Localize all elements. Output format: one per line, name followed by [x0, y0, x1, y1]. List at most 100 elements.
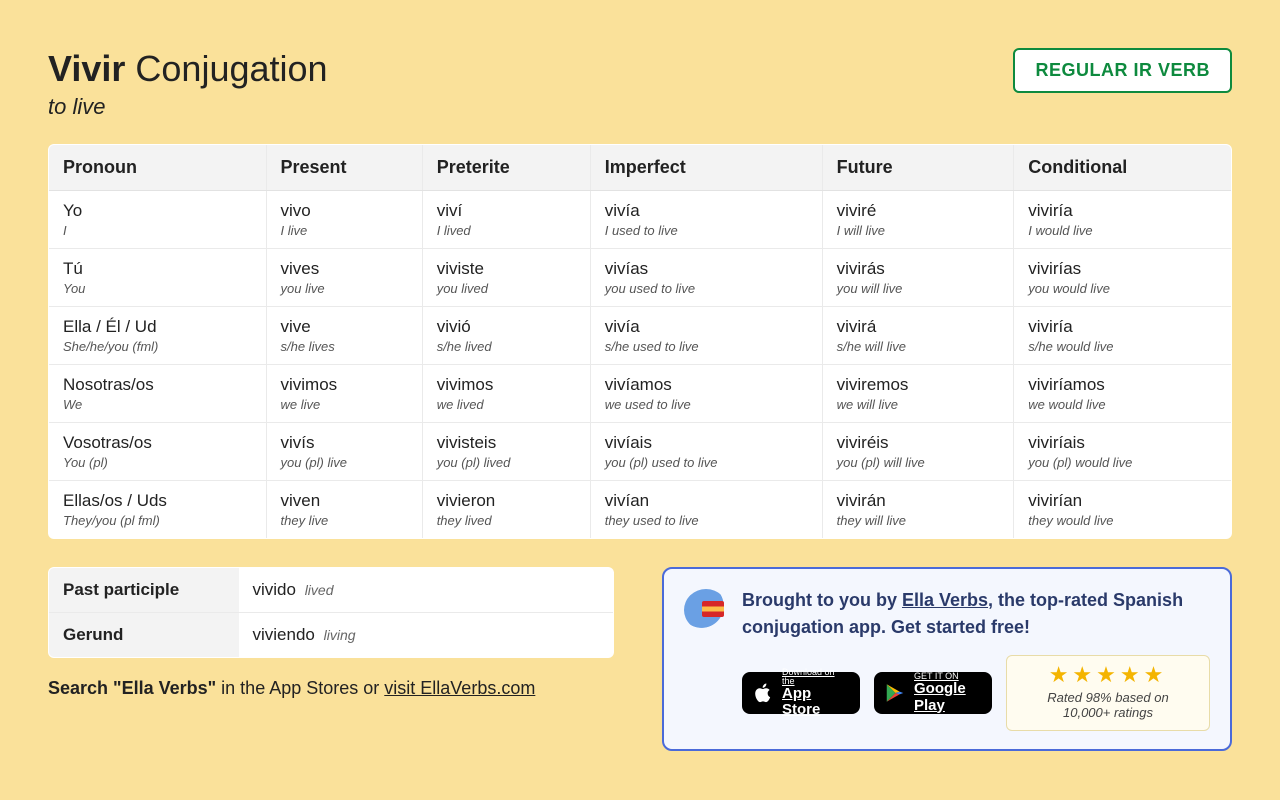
promo-text: Brought to you by Ella Verbs, the top-ra…	[742, 587, 1210, 641]
pronoun-cell: Yo I	[49, 191, 267, 249]
conjugation-cell: viviremoswe will live	[822, 365, 1014, 423]
conj-gloss: I used to live	[605, 223, 808, 238]
conj-main: viviríamos	[1028, 375, 1217, 395]
conj-main: viven	[281, 491, 408, 511]
conj-gloss: s/he used to live	[605, 339, 808, 354]
conj-gloss: we would live	[1028, 397, 1217, 412]
pronoun-gloss: You	[63, 281, 252, 296]
conj-gloss: we used to live	[605, 397, 808, 412]
app-store-button[interactable]: Download on the App Store	[742, 672, 860, 714]
pronoun-cell: Tú You	[49, 249, 267, 307]
conj-main: viviré	[837, 201, 1000, 221]
conj-main: viviría	[1028, 201, 1217, 221]
pronoun-gloss: I	[63, 223, 252, 238]
conj-main: vivirán	[837, 491, 1000, 511]
conjugation-cell: vivimoswe live	[266, 365, 422, 423]
conjugation-cell: vivieronthey lived	[422, 481, 590, 539]
conj-gloss: you (pl) live	[281, 455, 408, 470]
table-row: Vosotras/os You (pl) vivís you (pl) live viv…	[49, 423, 1232, 481]
conjugation-cell: viviríanthey would live	[1014, 481, 1232, 539]
pronoun-main: Tú	[63, 259, 252, 279]
conjugation-cell: viviré I will live	[822, 191, 1014, 249]
conjugation-cell: viviríamos we would live	[1014, 365, 1232, 423]
pronoun-cell: Nosotras/osWe	[49, 365, 267, 423]
conj-gloss: you (pl) would live	[1028, 455, 1217, 470]
conj-main: vivían	[605, 491, 808, 511]
visit-link[interactable]: visit EllaVerbs.com	[384, 678, 535, 698]
conjugation-cell: vivíasyou used to live	[590, 249, 822, 307]
conjugation-cell: vivíI lived	[422, 191, 590, 249]
column-header: Pronoun	[49, 145, 267, 191]
conjugation-cell: viviríaI would live	[1014, 191, 1232, 249]
conj-main: vivimos	[437, 375, 576, 395]
pronoun-main: Yo	[63, 201, 252, 221]
conj-main: vivía	[605, 201, 808, 221]
search-rest: in the App Stores or	[216, 678, 384, 698]
column-header: Conditional	[1014, 145, 1232, 191]
google-play-button[interactable]: GET IT ON Google Play	[874, 672, 992, 714]
conjugation-cell: vives/he lives	[266, 307, 422, 365]
conj-main: vivía	[605, 317, 808, 337]
participle-value: viviendo living	[239, 613, 614, 658]
title-block: Vivir Conjugation to live	[48, 48, 328, 120]
conj-gloss: you live	[281, 281, 408, 296]
conjugation-cell: vivisteisyou (pl) lived	[422, 423, 590, 481]
column-header: Future	[822, 145, 1014, 191]
conjugation-cell: vivirán they will live	[822, 481, 1014, 539]
google-play-icon	[884, 682, 906, 704]
participle-label: Past participle	[49, 568, 239, 613]
table-row: TúYouvivesyou livevivisteyou livedvivías…	[49, 249, 1232, 307]
conj-gloss: I will live	[837, 223, 1000, 238]
promo-pre: Brought to you by	[742, 590, 902, 610]
conj-gloss: you lived	[437, 281, 576, 296]
conjugation-cell: vivíaisyou (pl) used to live	[590, 423, 822, 481]
pronoun-gloss: You (pl)	[63, 455, 252, 470]
conj-main: vivirá	[837, 317, 1000, 337]
promo-box: Brought to you by Ella Verbs, the top-ra…	[662, 567, 1232, 751]
conjugation-table: PronounPresentPreteriteImperfectFutureCo…	[48, 144, 1232, 539]
conj-main: vivirías	[1028, 259, 1217, 279]
participle-row: Gerundviviendo living	[49, 613, 614, 658]
participle-table: Past participlevivido livedGerundviviend…	[48, 567, 614, 658]
conj-main: vivís	[281, 433, 408, 453]
conj-gloss: we will live	[837, 397, 1000, 412]
conj-main: vivías	[605, 259, 808, 279]
table-row: Ellas/os / UdsThey/you (pl fml)viventhey…	[49, 481, 1232, 539]
appstore-big: App Store	[782, 686, 846, 719]
conj-gloss: they live	[281, 513, 408, 528]
table-row: Ella / Él / UdShe/he/you (fml)vives/he l…	[49, 307, 1232, 365]
conjugation-cell: vivoI live	[266, 191, 422, 249]
app-logo-icon	[684, 587, 728, 631]
conjugation-cell: vivirá s/he will live	[822, 307, 1014, 365]
conj-main: vivió	[437, 317, 576, 337]
verb-name: Vivir	[48, 48, 125, 89]
conjugation-cell: vivirásyou will live	[822, 249, 1014, 307]
title-rest: Conjugation	[125, 48, 327, 89]
conj-gloss: they will live	[837, 513, 1000, 528]
conj-main: vivo	[281, 201, 408, 221]
search-line: Search "Ella Verbs" in the App Stores or…	[48, 678, 614, 699]
conjugation-cell: vivimos we lived	[422, 365, 590, 423]
conjugation-cell: vivía s/he used to live	[590, 307, 822, 365]
participle-gloss: living	[324, 627, 356, 643]
conj-gloss: you (pl) used to live	[605, 455, 808, 470]
participle-label: Gerund	[49, 613, 239, 658]
table-row: Yo IvivoI livevivíI lived vivía I used to l…	[49, 191, 1232, 249]
bottom-section: Past participlevivido livedGerundviviend…	[48, 567, 1232, 751]
conjugation-cell: viviríasyou would live	[1014, 249, 1232, 307]
appstore-small: Download on the	[782, 668, 846, 686]
conj-gloss: they lived	[437, 513, 576, 528]
conj-gloss: s/he will live	[837, 339, 1000, 354]
conj-main: viviría	[1028, 317, 1217, 337]
conjugation-cell: vivíamos we used to live	[590, 365, 822, 423]
conj-gloss: you (pl) will live	[837, 455, 1000, 470]
conj-gloss: we lived	[437, 397, 576, 412]
pronoun-main: Vosotras/os	[63, 433, 252, 453]
column-header: Present	[266, 145, 422, 191]
participle-row: Past participlevivido lived	[49, 568, 614, 613]
conj-main: vivisteis	[437, 433, 576, 453]
verb-translation: to live	[48, 94, 328, 120]
conj-main: vivíamos	[605, 375, 808, 395]
conj-gloss: s/he would live	[1028, 339, 1217, 354]
ella-verbs-link[interactable]: Ella Verbs	[902, 590, 988, 610]
